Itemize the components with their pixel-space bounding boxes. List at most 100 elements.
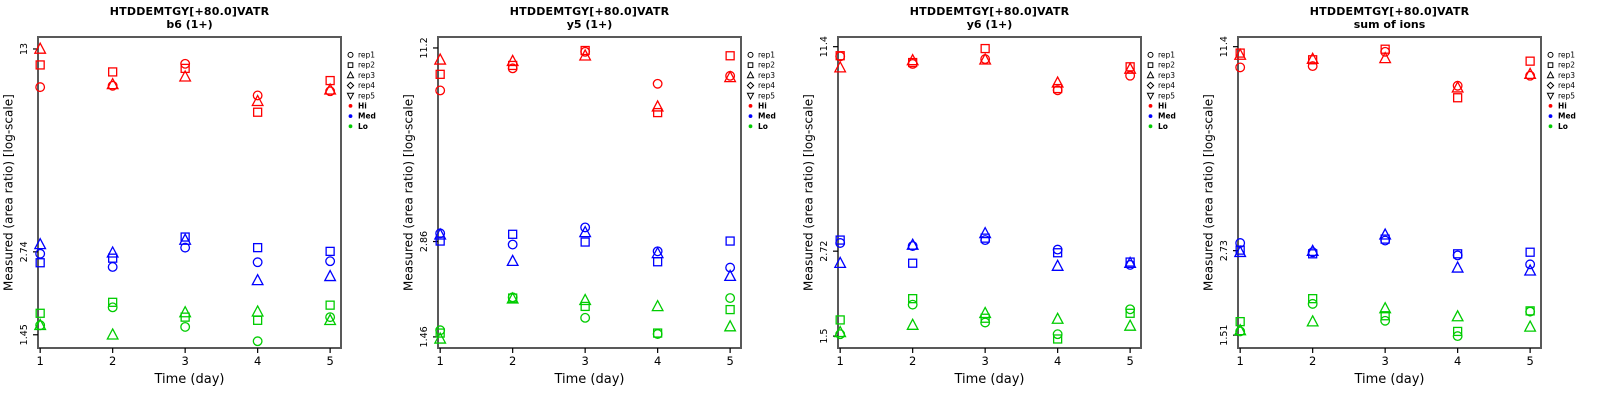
data-point-med-rep3	[1051, 258, 1065, 271]
legend-marker-rep4	[1546, 81, 1555, 90]
data-point-med-rep1	[1525, 259, 1536, 270]
data-point-hi-rep2	[1525, 56, 1535, 66]
data-point-lo-rep3	[251, 304, 265, 317]
panel-subtitle: b6 (1+)	[166, 18, 213, 31]
chart-panel-y5: HTDDEMTGY[+80.0]VATR y5 (1+) Measured (a…	[400, 0, 800, 400]
data-point-med-rep3	[578, 225, 592, 238]
data-point-hi-rep3	[978, 52, 992, 65]
data-point-med-rep2	[908, 258, 918, 268]
legend-label-lo: Lo	[1158, 122, 1168, 131]
data-point-lo-rep1	[1235, 326, 1246, 337]
y-tick-label: 1.5	[819, 329, 830, 344]
data-point-med-rep3	[1233, 245, 1247, 258]
data-point-med-rep3	[651, 246, 665, 259]
data-point-med-rep2	[1452, 249, 1463, 259]
legend-dot-lo	[748, 124, 753, 129]
data-point-med-rep2	[725, 236, 735, 246]
y-tick-label: 1.46	[419, 326, 430, 347]
plot-frame	[837, 36, 1142, 349]
data-point-lo-rep1	[725, 293, 736, 304]
data-point-lo-rep1	[1452, 331, 1463, 342]
legend-label-med: Med	[1558, 112, 1576, 121]
data-point-lo-rep1	[1380, 315, 1391, 326]
data-point-med-rep3	[1451, 260, 1465, 273]
legend-marker-rep3	[746, 70, 755, 79]
legend-dot-med	[748, 114, 753, 118]
data-point-med-rep3	[1378, 227, 1392, 240]
data-point-lo-rep2	[435, 328, 445, 338]
x-axis-label: Time (day)	[554, 372, 625, 387]
data-point-lo-rep3	[651, 299, 665, 312]
x-tick-label: 2	[509, 354, 516, 368]
x-axis-label: Time (day)	[954, 372, 1025, 387]
data-point-med-rep2	[508, 229, 518, 239]
data-point-med-rep3	[506, 254, 520, 267]
x-tick-label: 3	[981, 354, 988, 368]
data-point-med-rep1	[1052, 244, 1063, 255]
data-point-hi-rep3	[1451, 80, 1465, 93]
legend-label-rep3: rep3	[1558, 71, 1575, 80]
data-point-hi-rep3	[1123, 61, 1137, 74]
data-point-lo-rep2	[580, 301, 590, 312]
data-point-med-rep1	[35, 248, 46, 259]
data-point-hi-rep2	[180, 63, 190, 74]
data-point-lo-rep3	[178, 305, 192, 318]
legend-label-rep4: rep4	[1158, 81, 1175, 90]
data-point-hi-rep3	[251, 94, 265, 107]
legend-marker-rep2	[347, 62, 354, 68]
data-point-hi-rep3	[1523, 67, 1537, 80]
legend-marker-rep5	[1146, 92, 1155, 101]
chart-panel-sum-of-ions: HTDDEMTGY[+80.0]VATR sum of ions Measure…	[1200, 0, 1600, 400]
legend-dot-med	[348, 114, 353, 118]
data-point-hi-rep3	[1378, 51, 1392, 64]
legend-marker-rep1	[747, 51, 754, 58]
data-point-lo-rep3	[106, 327, 120, 340]
data-point-lo-rep1	[325, 312, 336, 323]
legend-marker-rep5	[1546, 92, 1555, 101]
data-point-hi-rep3	[1051, 75, 1065, 88]
data-point-lo-rep2	[1052, 334, 1063, 344]
data-point-hi-rep2	[435, 69, 445, 79]
y-tick-label: 2.73	[1219, 240, 1230, 261]
data-point-lo-rep3	[1378, 301, 1392, 314]
legend-marker-rep3	[1146, 70, 1155, 79]
data-point-hi-rep3	[433, 52, 447, 65]
legend-marker-rep1	[1547, 51, 1554, 58]
legend-marker-rep5	[346, 92, 355, 101]
data-point-hi-rep1	[35, 82, 46, 93]
data-point-lo-rep1	[907, 299, 918, 310]
legend-label-rep2: rep2	[1158, 61, 1175, 70]
legend-label-rep2: rep2	[358, 61, 375, 70]
data-point-lo-rep2	[108, 297, 118, 307]
data-point-lo-rep3	[33, 318, 47, 331]
data-point-med-rep3	[978, 226, 992, 239]
data-point-med-rep1	[107, 262, 118, 272]
legend-label-hi: Hi	[1558, 102, 1567, 111]
legend-marker-rep3	[346, 70, 355, 79]
legend-marker-rep1	[1147, 51, 1154, 58]
legend-marker-rep4	[1146, 81, 1155, 90]
data-point-hi-rep3	[106, 77, 120, 90]
data-point-lo-rep2	[725, 304, 735, 315]
data-point-hi-rep3	[578, 48, 592, 61]
y-tick-label: 2.86	[419, 231, 430, 252]
data-point-med-rep1	[252, 257, 263, 268]
data-point-lo-rep3	[978, 306, 992, 319]
data-point-lo-rep2	[252, 315, 263, 325]
data-point-med-rep2	[325, 246, 335, 257]
x-tick-label: 2	[1309, 354, 1316, 368]
data-point-med-rep2	[108, 253, 118, 263]
data-point-hi-rep2	[580, 45, 590, 56]
data-point-hi-rep3	[506, 54, 520, 67]
x-tick-label: 1	[1237, 354, 1244, 368]
data-point-med-rep3	[323, 269, 337, 282]
data-point-hi-rep2	[725, 51, 735, 61]
data-point-med-rep3	[33, 237, 47, 250]
data-point-hi-rep3	[33, 41, 47, 54]
data-point-lo-rep1	[1052, 329, 1063, 340]
legend-label-rep3: rep3	[758, 71, 775, 80]
legend-label-lo: Lo	[1558, 122, 1568, 131]
legend-label-rep5: rep5	[1558, 91, 1575, 100]
data-point-lo-rep2	[35, 308, 45, 318]
